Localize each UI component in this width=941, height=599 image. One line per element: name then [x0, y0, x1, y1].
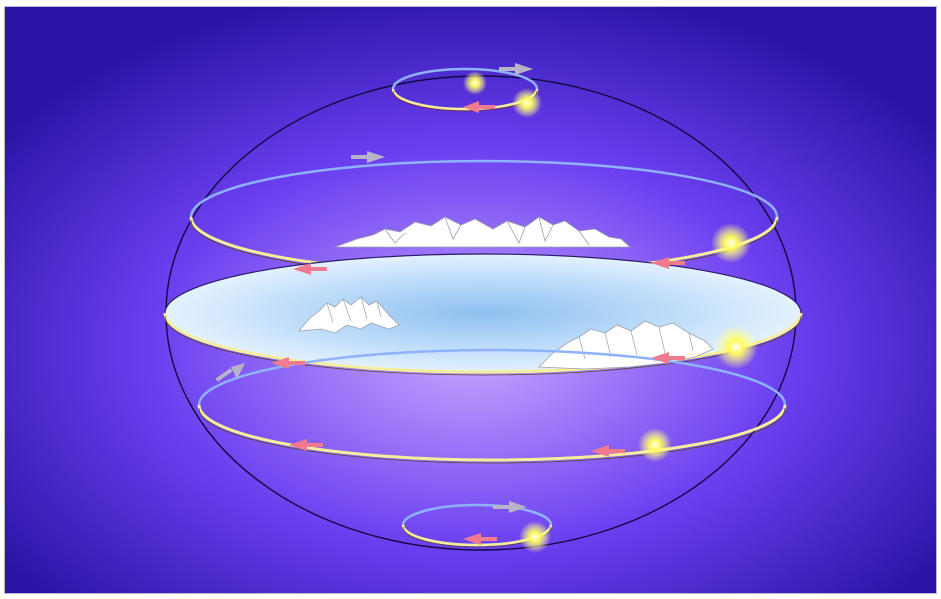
celestial-sphere-diagram — [5, 7, 936, 593]
sun-icon — [519, 521, 551, 553]
direction-arrow-icon — [305, 443, 323, 447]
direction-arrow-icon — [509, 501, 527, 513]
sun-icon — [512, 88, 542, 118]
direction-arrow-icon — [477, 105, 495, 109]
direction-arrow-icon — [667, 356, 685, 360]
sun-icon — [463, 71, 487, 95]
mountain-icon — [334, 216, 632, 248]
direction-arrow-icon — [651, 257, 669, 269]
orbit-lower — [197, 348, 787, 464]
direction-arrow-icon — [215, 368, 233, 382]
direction-arrow-icon — [479, 537, 497, 541]
direction-arrow-icon — [667, 261, 685, 265]
direction-arrow-icon — [309, 267, 327, 271]
direction-arrow-icon — [493, 505, 511, 509]
direction-arrow-icon — [289, 439, 307, 451]
direction-arrow-icon — [367, 151, 385, 163]
sun-icon — [714, 325, 758, 369]
direction-arrow-icon — [293, 263, 311, 275]
diagram-frame — [4, 6, 937, 594]
direction-arrow-icon — [591, 445, 609, 457]
sun-icon — [711, 223, 751, 263]
direction-arrow-icon — [287, 361, 305, 365]
direction-arrow-icon — [651, 352, 669, 364]
direction-arrow-icon — [463, 533, 481, 545]
direction-arrow-icon — [607, 449, 625, 453]
direction-arrow-icon — [271, 357, 289, 369]
direction-arrow-icon — [515, 63, 533, 75]
direction-arrow-icon — [499, 67, 517, 71]
direction-arrow-icon — [231, 363, 245, 379]
sun-icon — [638, 428, 672, 462]
direction-arrow-icon — [463, 101, 479, 113]
direction-arrow-icon — [351, 155, 369, 159]
mountain-icon — [298, 296, 400, 334]
